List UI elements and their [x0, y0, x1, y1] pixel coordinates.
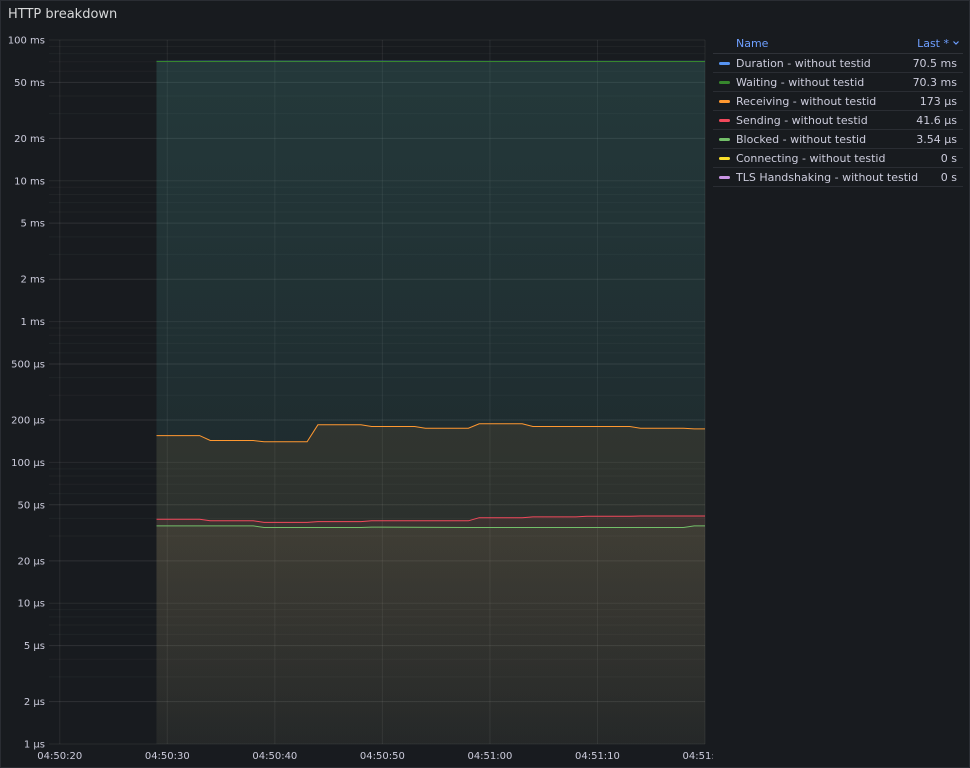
y-tick-label: 1 µs — [24, 740, 45, 751]
legend-series-last: 173 µs — [919, 94, 957, 108]
legend-table: Name Last * Duration - without testid 70.… — [713, 33, 963, 187]
y-tick-label: 5 µs — [24, 641, 45, 652]
y-tick-label: 20 ms — [14, 134, 45, 145]
time-series-chart[interactable]: 100 ms 50 ms 20 ms 10 ms 5 ms 2 ms 1 ms 500 µs 2… — [1, 1, 713, 767]
series-line — [156, 515, 705, 523]
legend-series-name: Blocked - without testid — [736, 132, 867, 146]
x-tick-label: 04:50:30 — [145, 751, 190, 762]
y-tick-label: 200 µs — [11, 416, 45, 427]
y-tick-label: 50 ms — [14, 78, 45, 89]
series-color-swatch — [719, 137, 730, 141]
x-tick-label: 04:51:00 — [467, 751, 512, 762]
legend-series-last: 0 s — [940, 170, 957, 184]
legend-header: Name Last * — [713, 33, 963, 54]
x-tick-label: 04:50:50 — [360, 751, 405, 762]
y-tick-label: 1 ms — [21, 317, 46, 328]
legend-series-name: Receiving - without testid — [736, 94, 877, 108]
y-tick-label: 2 ms — [21, 275, 46, 286]
y-tick-label: 2 µs — [24, 697, 45, 708]
y-tick-label: 100 ms — [8, 36, 45, 47]
legend-series-name: TLS Handshaking - without testid — [736, 170, 919, 184]
legend-row[interactable]: TLS Handshaking - without testid 0 s — [713, 168, 963, 187]
legend-series-last: 70.3 ms — [912, 75, 957, 89]
y-tick-label: 10 ms — [14, 176, 45, 187]
legend-series-name: Duration - without testid — [736, 56, 871, 70]
legend-series-name: Waiting - without testid — [736, 75, 865, 89]
legend-row[interactable]: Waiting - without testid 70.3 ms — [713, 73, 963, 92]
y-tick-label: 500 µs — [11, 359, 45, 370]
legend-series-last: 41.6 µs — [916, 113, 957, 127]
legend-row[interactable]: Sending - without testid 41.6 µs — [713, 111, 963, 130]
legend-last-label: Last * — [917, 36, 949, 50]
series-area-fill — [156, 525, 705, 744]
y-tick-label: 10 µs — [18, 599, 45, 610]
legend-row[interactable]: Duration - without testid 70.5 ms — [713, 54, 963, 73]
series-color-swatch — [719, 61, 730, 65]
legend-series-name: Sending - without testid — [736, 113, 868, 127]
legend-name-header[interactable]: Name — [736, 36, 769, 50]
x-tick-label: 04:50:20 — [37, 751, 82, 762]
x-tick-label: 04:51:20 — [683, 751, 713, 762]
legend-series-last: 3.54 µs — [916, 132, 957, 146]
legend-row[interactable]: Connecting - without testid 0 s — [713, 149, 963, 168]
legend-series-last: 70.5 ms — [912, 56, 957, 70]
y-tick-label: 50 µs — [18, 500, 45, 511]
series-color-swatch — [719, 175, 730, 179]
series-line — [156, 525, 705, 528]
panel-title[interactable]: HTTP breakdown — [8, 7, 118, 22]
series-line — [156, 423, 705, 443]
x-tick-label: 04:51:10 — [575, 751, 620, 762]
legend-series-name: Connecting - without testid — [736, 151, 886, 165]
legend-row[interactable]: Blocked - without testid 3.54 µs — [713, 130, 963, 149]
series-color-swatch — [719, 118, 730, 122]
chevron-down-icon — [953, 41, 959, 45]
series-color-swatch — [719, 99, 730, 103]
y-tick-label: 100 µs — [11, 458, 45, 469]
x-tick-label: 04:50:40 — [252, 751, 297, 762]
series-color-swatch — [719, 80, 730, 84]
series-color-swatch — [719, 156, 730, 160]
legend-series-last: 0 s — [940, 151, 957, 165]
y-tick-label: 5 ms — [21, 219, 46, 230]
legend-last-header[interactable]: Last * — [917, 37, 960, 50]
y-tick-label: 20 µs — [18, 556, 45, 567]
legend-row[interactable]: Receiving - without testid 173 µs — [713, 92, 963, 111]
